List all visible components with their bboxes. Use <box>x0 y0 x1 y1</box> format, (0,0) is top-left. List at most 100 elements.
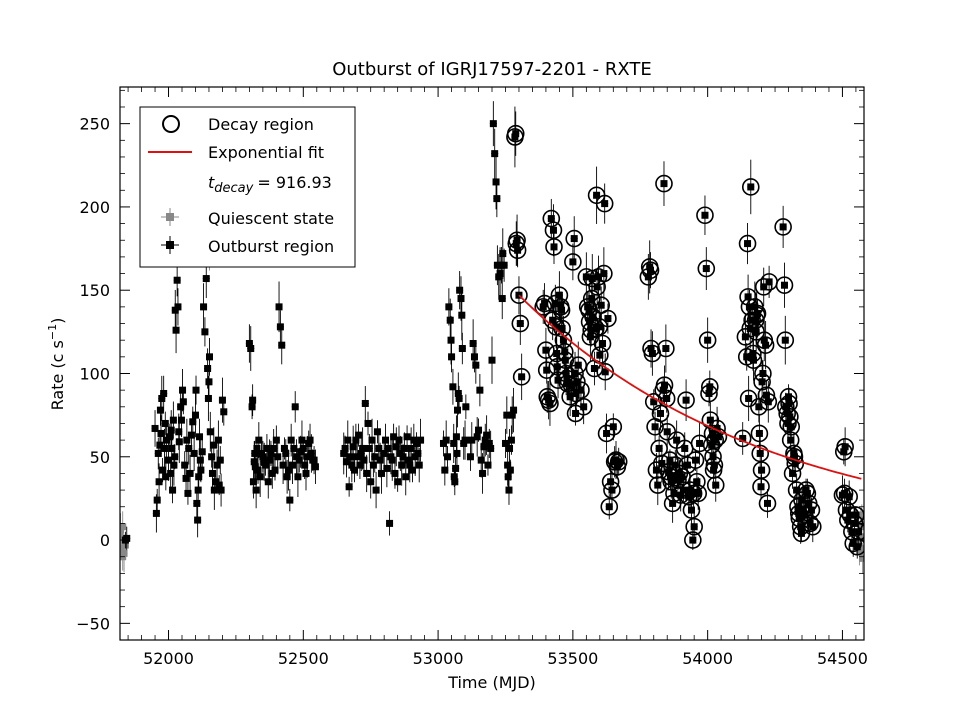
decay-series <box>506 106 864 559</box>
decay-point-66 <box>597 413 616 454</box>
outburst-point-9 <box>157 415 165 452</box>
decay-point-1 <box>506 111 525 156</box>
decay-point-130 <box>705 454 724 476</box>
decay-point-117 <box>688 468 706 496</box>
decay-point-4 <box>508 233 527 268</box>
decay-point-62 <box>593 322 612 365</box>
chart-title: Outburst of IGRJ17597-2201 - RXTE <box>332 59 652 80</box>
decay-point-199 <box>836 427 854 467</box>
outburst-point-154 <box>373 420 381 444</box>
legend-tdecay-symbol: t <box>208 173 215 192</box>
legend: Decay region Exponential fit tdecay = 916… <box>139 106 356 268</box>
outburst-point-39 <box>184 482 192 505</box>
y-axis-title-sup: −1 <box>46 324 59 340</box>
legend-quiescent-label: Quiescent state <box>208 209 334 228</box>
outburst-point-14 <box>161 411 169 436</box>
decay-point-26 <box>552 291 571 329</box>
outburst-point-206 <box>458 290 466 341</box>
outburst-point-202 <box>454 372 462 415</box>
decay-point-28 <box>554 315 573 365</box>
decay-point-167 <box>775 262 794 308</box>
outburst-point-42 <box>187 423 195 447</box>
outburst-point-220 <box>479 453 487 494</box>
outburst-point-4 <box>153 488 161 512</box>
decay-point-84 <box>648 465 667 506</box>
outburst-point-248 <box>510 387 518 433</box>
fit-series <box>518 294 862 480</box>
outburst-point-149 <box>367 465 375 499</box>
outburst-point-27 <box>172 307 180 354</box>
decay-point-89 <box>655 161 673 206</box>
outburst-point-45 <box>191 393 199 438</box>
outburst-point-168 <box>394 471 402 492</box>
outburst-point-228 <box>489 101 497 147</box>
decay-point-5 <box>510 276 528 315</box>
outburst-point-66 <box>210 470 218 510</box>
outburst-point-118 <box>298 420 306 460</box>
decay-point-67 <box>599 303 617 334</box>
outburst-point-48 <box>194 502 202 538</box>
outburst-point-200 <box>453 440 461 467</box>
y-axis-title-main: Rate (c s <box>48 340 67 410</box>
outburst-point-198 <box>452 451 460 486</box>
decay-point-36 <box>564 243 582 281</box>
outburst-point-29 <box>174 288 182 326</box>
outburst-point-121 <box>302 456 310 491</box>
decay-point-113 <box>684 530 702 551</box>
outburst-point-102 <box>276 310 284 344</box>
outburst-point-238 <box>500 248 508 282</box>
outburst-point-22 <box>169 476 177 504</box>
decay-point-151 <box>748 298 767 329</box>
outburst-point-24 <box>170 444 178 486</box>
decay-point-161 <box>756 321 775 370</box>
outburst-point-12 <box>160 375 168 412</box>
outburst-point-209 <box>461 420 469 460</box>
outburst-point-31 <box>175 420 183 464</box>
y-tick-label-0: −50 <box>76 614 110 633</box>
outburst-point-75 <box>245 324 253 363</box>
outburst-point-191 <box>446 298 454 342</box>
decay-point-7 <box>512 353 531 401</box>
decay-point-122 <box>698 317 717 363</box>
decay-point-108 <box>677 379 695 421</box>
outburst-point-93 <box>264 465 272 499</box>
y-axis: −50 0 50 100 150 200 250 <box>76 89 864 641</box>
outburst-series <box>121 101 518 551</box>
outburst-point-76 <box>247 326 255 371</box>
outburst-point-49 <box>194 480 202 500</box>
x-tick-label-3: 53500 <box>547 649 598 668</box>
x-axis: 52000 52500 53000 53500 54000 54500 <box>127 87 868 668</box>
outburst-point-74 <box>220 397 228 426</box>
outburst-point-236 <box>498 277 506 320</box>
outburst-point-68 <box>213 449 221 481</box>
legend-decay-marker <box>162 115 180 133</box>
decay-point-176 <box>782 413 801 441</box>
decay-point-6 <box>511 302 530 346</box>
outburst-point-239 <box>501 428 509 459</box>
outburst-point-37 <box>182 461 190 496</box>
decay-point-134 <box>709 423 728 450</box>
outburst-point-71 <box>216 446 224 475</box>
outburst-point-35 <box>179 389 187 415</box>
outburst-point-107 <box>283 459 291 494</box>
decay-point-168 <box>776 315 795 365</box>
decay-point-116 <box>686 449 705 471</box>
outburst-point-246 <box>507 425 515 455</box>
outburst-point-146 <box>363 454 371 493</box>
outburst-point-128 <box>311 449 319 484</box>
outburst-point-218 <box>476 373 484 407</box>
decay-point-143 <box>741 159 760 215</box>
outburst-point-54 <box>198 435 206 468</box>
outburst-point-78 <box>249 384 257 417</box>
outburst-point-99 <box>272 425 280 455</box>
decay-point-164 <box>759 381 778 423</box>
x-axis-title: Time (MJD) <box>447 673 536 692</box>
outburst-point-215 <box>472 346 480 384</box>
outburst-point-147 <box>364 411 372 436</box>
outburst-point-153 <box>372 471 380 509</box>
x-tick-label-5: 54500 <box>817 649 868 668</box>
outburst-point-227 <box>488 336 496 384</box>
outburst-point-203 <box>455 385 463 412</box>
outburst-point-73 <box>218 377 226 423</box>
